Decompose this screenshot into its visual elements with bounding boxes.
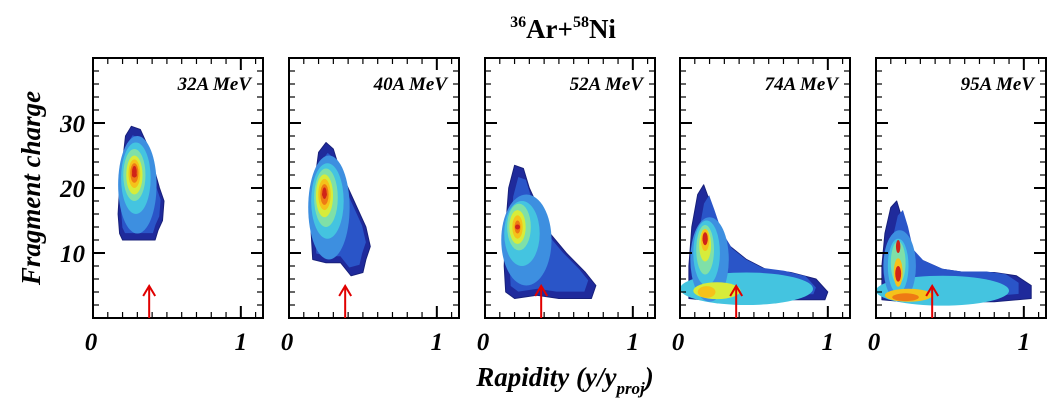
x-tick-label-1: 1 (1018, 329, 1031, 356)
y-axis-label: Fragment charge (16, 91, 46, 286)
panel-energy-label: 40A MeV (373, 74, 449, 95)
panel-energy-label: 74A MeV (765, 74, 840, 95)
arrow-head (338, 284, 353, 297)
x-tick-label-1: 1 (822, 329, 835, 356)
density-plot (876, 200, 1032, 306)
density-level-7 (892, 293, 919, 302)
density-plot (680, 184, 829, 305)
x-tick-label-0: 0 (85, 329, 98, 356)
x-tick-label-0: 0 (281, 329, 294, 356)
density-plot (501, 164, 597, 299)
panel-energy-label: 95A MeV (961, 74, 1036, 95)
x-axis-label: Rapidity (y/yproj) (475, 362, 654, 398)
x-tick-label-1: 1 (627, 329, 640, 356)
panel-5: 95A MeV 0 1 (868, 57, 1047, 356)
density-peak (321, 192, 327, 197)
x-axis-label-main: Rapidity (y/y (475, 362, 617, 392)
x-tick-label-0: 0 (868, 329, 881, 356)
density-contour-level-1 (890, 210, 1019, 297)
x-tick-label-0: 0 (477, 329, 490, 356)
panel-4: 74A MeV 0 1 (672, 57, 851, 356)
arrow-head (925, 284, 940, 297)
y-tick-label: 30 (59, 111, 86, 138)
x-tick-label-1: 1 (431, 329, 444, 356)
title-element-1: Ar+ (526, 14, 573, 44)
density-level-8 (895, 240, 901, 253)
chart-title: 36Ar+58Ni (510, 14, 616, 44)
density-peak (895, 270, 901, 275)
x-tick-label-0: 0 (672, 329, 685, 356)
y-tick-label: 10 (60, 241, 86, 268)
density-peak (702, 237, 708, 243)
y-tick-label: 20 (59, 176, 86, 203)
arrow-head (534, 284, 549, 297)
x-axis-label-end: ) (642, 362, 654, 392)
arrow-head (142, 284, 157, 297)
panel-energy-label: 52A MeV (570, 74, 645, 95)
title-mass-number-1: 36 (510, 14, 526, 31)
title-element-2: Ni (589, 14, 616, 44)
density-plot (117, 125, 165, 241)
density-peak (131, 172, 137, 178)
panel-energy-label: 32A MeV (177, 74, 253, 95)
x-axis-label-subscript: proj (614, 379, 645, 398)
title-mass-number-2: 58 (573, 14, 589, 31)
density-plot (308, 142, 371, 277)
panel-2: 40A MeV 0 1 (281, 57, 460, 356)
panel-1: 32A MeV 0 1 10 20 30 (59, 57, 264, 356)
arrow-head (729, 284, 744, 297)
panel-3: 52A MeV 0 1 (477, 57, 656, 356)
density-level-6 (697, 286, 716, 298)
x-tick-label-1: 1 (235, 329, 248, 356)
density-peak (515, 224, 521, 230)
